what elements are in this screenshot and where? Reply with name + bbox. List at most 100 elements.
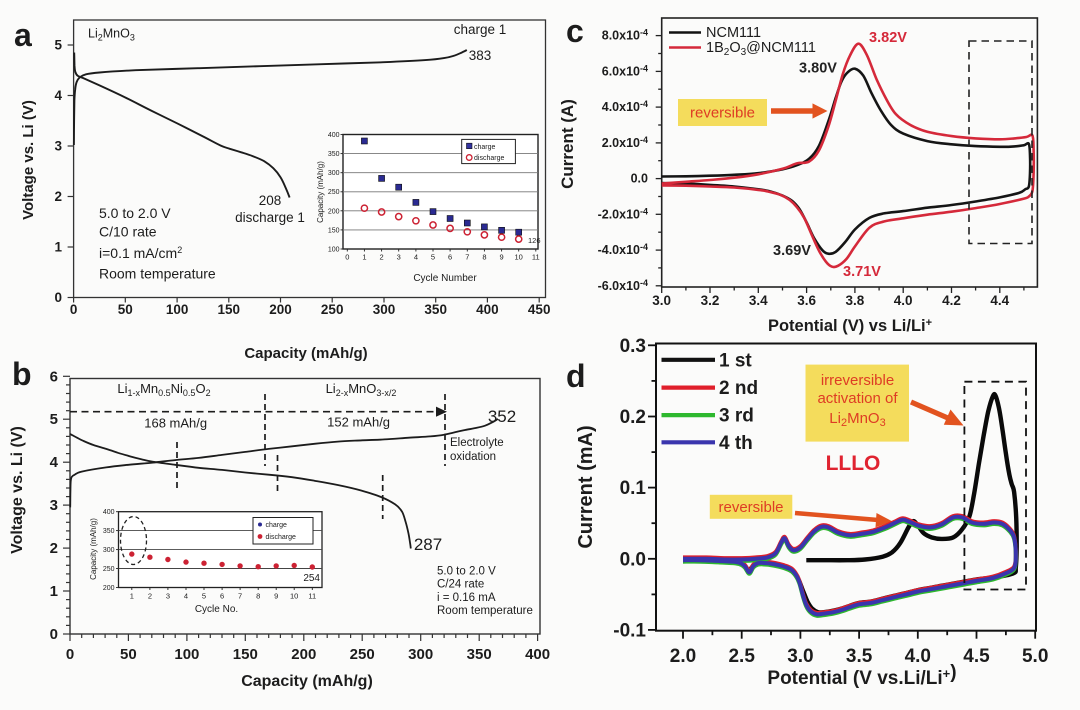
svg-text:3.4: 3.4	[749, 293, 768, 308]
svg-text:Li2MnO3: Li2MnO3	[829, 410, 885, 429]
svg-text:-4.0x10-4: -4.0x10-4	[598, 242, 648, 257]
svg-text:0: 0	[345, 253, 349, 262]
svg-text:Capacity (mAh/g): Capacity (mAh/g)	[89, 518, 98, 580]
svg-text:4: 4	[54, 88, 62, 103]
svg-text:5: 5	[54, 38, 62, 53]
svg-text:reversible: reversible	[690, 105, 755, 122]
svg-text:3.6: 3.6	[797, 293, 816, 308]
svg-text:9: 9	[274, 592, 278, 601]
svg-text:1: 1	[54, 240, 62, 255]
svg-text:C/10 rate: C/10 rate	[99, 224, 157, 240]
svg-text:5.0: 5.0	[1022, 646, 1048, 667]
svg-text:4.0: 4.0	[905, 646, 931, 667]
svg-text:3.69V: 3.69V	[773, 243, 811, 259]
svg-text:3: 3	[397, 253, 401, 262]
svg-text:300: 300	[103, 547, 115, 554]
svg-text:250: 250	[328, 189, 340, 196]
svg-text:200: 200	[328, 208, 340, 215]
svg-text:-6.0x10-4: -6.0x10-4	[598, 278, 648, 293]
svg-text:100: 100	[174, 646, 199, 663]
svg-text:discharge 1: discharge 1	[235, 210, 305, 225]
svg-text:200: 200	[103, 585, 115, 592]
svg-text:discharge: discharge	[266, 534, 296, 541]
svg-text:discharge: discharge	[474, 155, 504, 162]
svg-text:Potential (V) vs Li/Li+: Potential (V) vs Li/Li+	[768, 317, 932, 335]
svg-text:Current (mA): Current (mA)	[575, 425, 597, 548]
svg-text:3.0: 3.0	[652, 293, 671, 308]
svg-text:C/24 rate: C/24 rate	[437, 579, 484, 591]
svg-text:Li2MnO3: Li2MnO3	[88, 27, 135, 43]
svg-text:3.8: 3.8	[846, 293, 865, 308]
svg-text:0: 0	[70, 302, 78, 317]
svg-text:5: 5	[50, 411, 58, 428]
svg-text:300: 300	[328, 170, 340, 177]
svg-text:0.0: 0.0	[631, 172, 648, 186]
svg-text:i = 0.16 mA: i = 0.16 mA	[437, 592, 496, 604]
svg-text:4: 4	[414, 253, 418, 262]
svg-text:400: 400	[476, 302, 499, 317]
svg-text:3.0: 3.0	[787, 646, 813, 667]
svg-text:300: 300	[373, 302, 396, 317]
svg-text:2.5: 2.5	[728, 646, 755, 667]
svg-text:oxidation: oxidation	[450, 451, 496, 463]
svg-text:11: 11	[532, 253, 540, 262]
svg-text:350: 350	[467, 646, 492, 663]
svg-text:8: 8	[256, 592, 260, 601]
svg-text:250: 250	[103, 566, 115, 573]
svg-text:6: 6	[448, 253, 452, 262]
svg-text:6.0x10-4: 6.0x10-4	[602, 63, 648, 78]
svg-text:Voltage vs. Li (V): Voltage vs. Li (V)	[9, 426, 26, 554]
svg-text:10: 10	[515, 253, 523, 262]
svg-text:4.5: 4.5	[963, 646, 990, 667]
svg-text:2.0: 2.0	[670, 646, 696, 667]
svg-text:450: 450	[528, 302, 551, 317]
svg-text:3.71V: 3.71V	[843, 264, 881, 280]
svg-text:2: 2	[148, 592, 152, 601]
svg-text:Capacity (mAh/g): Capacity (mAh/g)	[316, 161, 325, 223]
svg-text:Voltage vs. Li (V): Voltage vs. Li (V)	[20, 100, 37, 220]
svg-text:-2.0x10-4: -2.0x10-4	[598, 206, 648, 221]
svg-text:2.0x10-4: 2.0x10-4	[602, 135, 648, 150]
svg-text:0.0: 0.0	[620, 549, 646, 570]
svg-text:charge: charge	[474, 144, 496, 151]
svg-text:3.80V: 3.80V	[799, 61, 837, 77]
svg-text:4 th: 4 th	[719, 433, 753, 454]
svg-text:350: 350	[328, 151, 340, 158]
svg-text:150: 150	[328, 227, 340, 234]
svg-text:4.2: 4.2	[942, 293, 961, 308]
svg-text:250: 250	[350, 646, 375, 663]
svg-text:2 nd: 2 nd	[719, 378, 758, 399]
svg-text:350: 350	[424, 302, 447, 317]
svg-text:5.0 to 2.0 V: 5.0 to 2.0 V	[437, 566, 496, 578]
svg-text:i=0.1 mA/cm2: i=0.1 mA/cm2	[99, 245, 182, 261]
svg-text:300: 300	[408, 646, 433, 663]
svg-text:4.0x10-4: 4.0x10-4	[602, 99, 648, 114]
svg-text:charge: charge	[266, 522, 288, 529]
svg-text:NCM111: NCM111	[706, 25, 761, 41]
svg-text:2: 2	[380, 253, 384, 262]
svg-text:10: 10	[290, 592, 298, 601]
svg-text:1 st: 1 st	[719, 350, 752, 371]
svg-text:Room temperature: Room temperature	[437, 605, 533, 617]
svg-text:0: 0	[66, 646, 74, 663]
svg-text:Cycle Number: Cycle Number	[413, 273, 477, 284]
svg-text:200: 200	[291, 646, 316, 663]
svg-text:1: 1	[130, 592, 134, 601]
svg-text:0.2: 0.2	[620, 407, 646, 428]
svg-text:100: 100	[328, 247, 340, 254]
svg-text:50: 50	[120, 646, 137, 663]
svg-text:100: 100	[166, 302, 189, 317]
svg-text:50: 50	[118, 302, 133, 317]
svg-text:3: 3	[166, 592, 170, 601]
svg-text:150: 150	[218, 302, 241, 317]
svg-text:Cycle No.: Cycle No.	[195, 604, 238, 615]
svg-text:4: 4	[50, 454, 59, 471]
svg-text:4.0: 4.0	[894, 293, 913, 308]
svg-text:Room temperature: Room temperature	[99, 266, 216, 282]
svg-text:Capacity (mAh/g): Capacity (mAh/g)	[244, 345, 367, 362]
svg-text:287: 287	[414, 535, 442, 554]
svg-text:2: 2	[50, 540, 58, 557]
svg-text:208: 208	[259, 193, 282, 208]
svg-text:4.4: 4.4	[990, 293, 1009, 308]
svg-text:400: 400	[103, 509, 115, 516]
